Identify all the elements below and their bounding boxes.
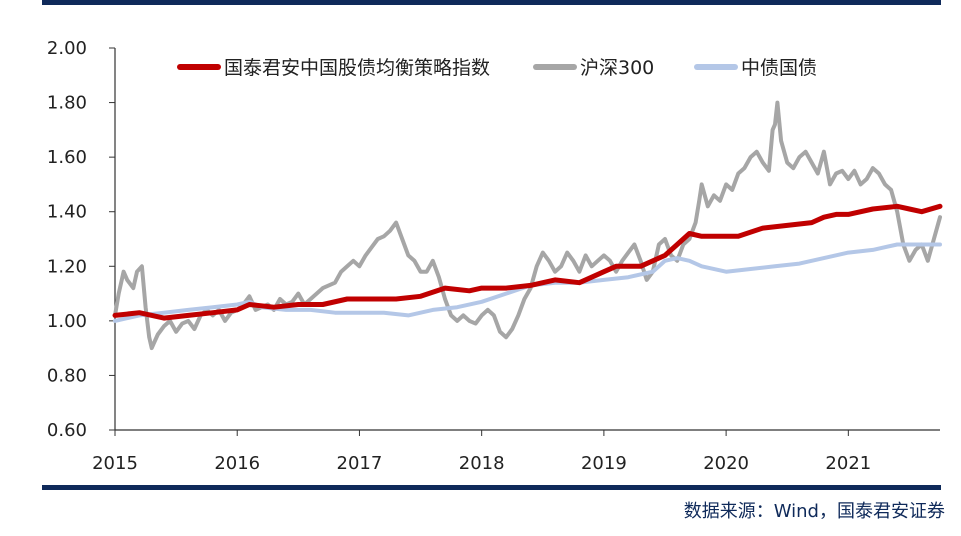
y-axis: 0.60 0.80 1.00 1.20 1.40 1.60 1.80 2.00: [47, 38, 116, 441]
legend-label: 中债国债: [741, 57, 817, 79]
x-tick-label: 2017: [337, 453, 383, 474]
y-tick-label: 1.40: [47, 202, 87, 223]
x-tick-label: 2015: [92, 453, 138, 474]
bottom-rule: [42, 485, 941, 490]
x-tick-label: 2019: [581, 453, 627, 474]
y-tick-label: 0.60: [47, 420, 87, 441]
legend-label: 沪深300: [580, 57, 654, 79]
y-tick-label: 1.20: [47, 256, 87, 277]
series-line: [112, 203, 943, 321]
x-tick-label: 2016: [214, 453, 260, 474]
series-layer: [112, 100, 943, 351]
x-tick-label: 2021: [825, 453, 871, 474]
y-tick-label: 1.60: [47, 147, 87, 168]
y-tick-label: 1.00: [47, 311, 87, 332]
legend: 国泰君安中国股债均衡策略指数 沪深300 中债国债: [177, 57, 817, 79]
x-tick-label: 2018: [459, 453, 505, 474]
legend-label: 国泰君安中国股债均衡策略指数: [224, 57, 490, 79]
source-note: 数据来源：Wind，国泰君安证券: [683, 501, 945, 522]
y-tick-label: 1.80: [47, 93, 87, 114]
line-chart: 0.600.801.001.201.401.601.802.00 2015 201…: [47, 38, 943, 474]
x-axis: 2015 2016 2017 2018 2019 2020 2021: [92, 429, 940, 474]
y-tick-label: 2.00: [47, 38, 87, 59]
top-rule: [42, 0, 941, 5]
x-tick-label: 2020: [703, 453, 749, 474]
y-tick-label: 0.80: [47, 365, 87, 386]
